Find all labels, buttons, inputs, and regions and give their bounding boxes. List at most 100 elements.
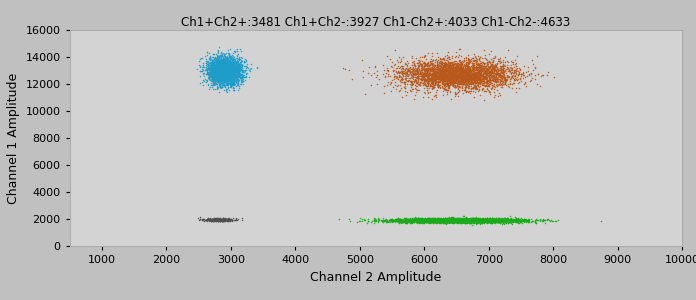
- Point: [227, 71, 238, 76]
- Point: [214, 54, 225, 59]
- Point: [451, 80, 462, 84]
- Point: [498, 77, 509, 82]
- Point: [203, 77, 214, 82]
- Point: [205, 217, 216, 222]
- Point: [438, 69, 450, 74]
- Point: [484, 217, 495, 222]
- Point: [230, 68, 242, 73]
- Point: [232, 65, 243, 70]
- Point: [440, 71, 451, 76]
- Point: [223, 77, 235, 82]
- Point: [432, 218, 443, 223]
- Point: [453, 218, 464, 223]
- Point: [396, 218, 407, 223]
- Point: [481, 70, 492, 75]
- Point: [235, 74, 246, 79]
- Point: [459, 73, 470, 77]
- Point: [535, 219, 546, 224]
- Point: [218, 69, 229, 74]
- Point: [406, 69, 418, 74]
- Point: [209, 72, 221, 77]
- Point: [479, 83, 490, 88]
- Point: [219, 68, 230, 73]
- Point: [229, 60, 240, 64]
- Point: [460, 89, 471, 94]
- Point: [219, 72, 230, 77]
- Point: [476, 219, 487, 224]
- Point: [473, 53, 484, 58]
- Point: [423, 66, 434, 70]
- Point: [509, 77, 520, 82]
- Point: [427, 84, 438, 89]
- Point: [397, 219, 408, 224]
- Point: [453, 220, 464, 225]
- Point: [435, 66, 446, 70]
- Point: [439, 218, 450, 222]
- Point: [482, 219, 493, 224]
- Point: [429, 216, 441, 221]
- Point: [209, 75, 221, 80]
- Point: [232, 56, 243, 60]
- Point: [418, 64, 429, 68]
- Point: [431, 219, 442, 224]
- Point: [456, 79, 467, 84]
- Point: [228, 70, 239, 74]
- Point: [223, 219, 234, 224]
- Point: [223, 73, 235, 78]
- Point: [457, 218, 468, 223]
- Point: [523, 218, 535, 223]
- Point: [237, 56, 248, 60]
- Point: [225, 54, 236, 58]
- Point: [441, 218, 452, 223]
- Point: [408, 219, 419, 224]
- Point: [450, 73, 461, 77]
- Point: [461, 219, 473, 224]
- Point: [413, 57, 425, 62]
- Point: [451, 78, 462, 82]
- Point: [509, 215, 521, 220]
- Point: [232, 70, 244, 75]
- Point: [457, 64, 468, 68]
- Point: [221, 60, 232, 65]
- Point: [224, 74, 235, 78]
- Point: [216, 218, 228, 223]
- Point: [466, 218, 477, 223]
- Point: [214, 64, 225, 68]
- Point: [496, 218, 507, 223]
- Point: [477, 218, 489, 223]
- Point: [396, 218, 407, 223]
- Point: [455, 218, 466, 222]
- Point: [219, 65, 230, 70]
- Point: [216, 69, 228, 74]
- Point: [425, 216, 436, 221]
- Point: [205, 72, 216, 77]
- Point: [443, 74, 454, 79]
- Point: [454, 219, 465, 224]
- Point: [345, 219, 356, 224]
- Point: [498, 217, 509, 222]
- Point: [459, 66, 470, 71]
- Point: [454, 217, 466, 222]
- Point: [432, 83, 443, 88]
- Point: [452, 216, 464, 221]
- Point: [409, 69, 420, 74]
- Point: [503, 219, 514, 224]
- Point: [505, 77, 516, 82]
- Point: [454, 218, 466, 223]
- Point: [212, 74, 223, 78]
- Point: [219, 62, 230, 67]
- Point: [442, 218, 453, 222]
- Point: [493, 219, 504, 224]
- Point: [216, 69, 227, 74]
- Point: [196, 65, 207, 70]
- Point: [222, 68, 233, 73]
- Point: [443, 65, 454, 70]
- Point: [425, 217, 436, 222]
- Point: [470, 218, 482, 223]
- Point: [452, 217, 463, 222]
- Point: [438, 74, 449, 79]
- Point: [452, 219, 464, 224]
- Point: [470, 73, 482, 78]
- Point: [213, 218, 224, 223]
- Point: [458, 218, 469, 222]
